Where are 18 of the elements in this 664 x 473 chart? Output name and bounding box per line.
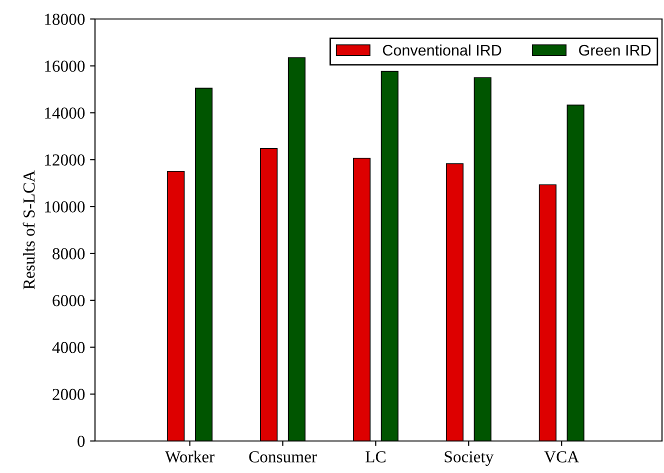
x-tick-label: Society [444,451,494,466]
legend-label: Green IRD [579,44,651,56]
x-tick-label: LC [366,451,386,462]
y-tick-label: 4000 [52,342,85,354]
x-tick-label: Worker [165,450,214,463]
y-tick-label: 6000 [52,295,85,306]
y-tick-label: 18000 [45,14,85,25]
x-tick-label: Consumer [249,451,317,462]
y-tick-label: 8000 [52,248,85,260]
x-tick-label: VCA [544,451,580,463]
y-tick-label: 2000 [52,388,85,400]
y-tick-label: 14000 [45,107,85,119]
y-axis-title: Results of S-LCA [22,170,35,290]
y-tick-label: 0 [78,436,85,447]
y-tick-label: 10000 [45,201,85,212]
legend-label: Conventional IRD [382,44,502,56]
y-tick-label: 12000 [45,154,85,166]
y-tick-label: 16000 [45,60,85,72]
